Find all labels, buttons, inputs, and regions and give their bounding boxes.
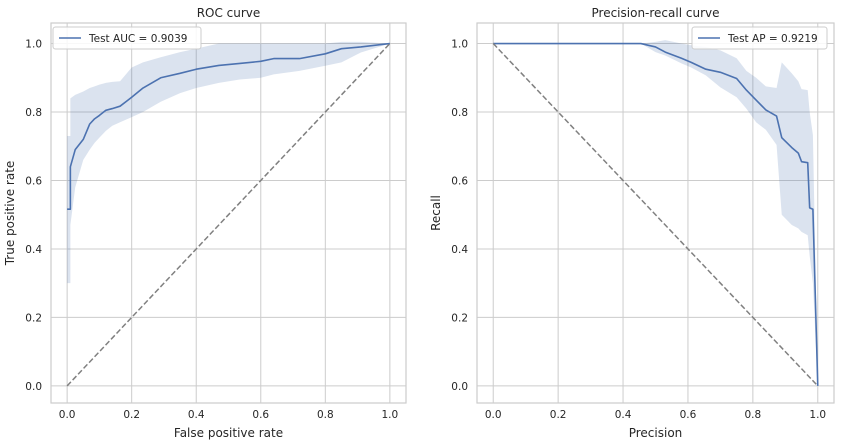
roc-y-tick-label: 0.8	[25, 107, 42, 119]
pr-y-tick-label: 0.4	[451, 244, 468, 256]
pr-curve-line	[493, 42, 819, 386]
roc-x-tick-label: 0.0	[59, 409, 76, 421]
roc-legend-box	[52, 26, 202, 50]
pr-panel: 0.0 0.2 0.4 0.6 0.8 1.0 0.0 0.2 0.4 0.6 0.8 1.0 Pre…	[429, 6, 835, 440]
pr-title: Precision-recall curve	[592, 6, 720, 20]
roc-y-tick-label: 0.0	[25, 381, 42, 393]
pr-confidence-band	[493, 40, 818, 386]
pr-axes-frame	[476, 22, 835, 404]
roc-y-tick-label: 0.4	[25, 244, 42, 256]
roc-y-tick-label: 0.6	[25, 175, 42, 187]
roc-legend-label: Test AUC = 0.9039	[88, 33, 187, 45]
pr-x-tick-label: 0.8	[745, 409, 762, 421]
pr-ticks: 0.0 0.2 0.4 0.6 0.8 1.0 0.0 0.2 0.4 0.6 0.8 1.0	[451, 39, 826, 421]
pr-y-tick-label: 0.0	[451, 381, 468, 393]
pr-chance-line	[492, 43, 819, 387]
pr-x-axis-label: Precision	[629, 426, 683, 440]
roc-title: ROC curve	[197, 6, 261, 20]
roc-y-axis-label: True positive rate	[3, 161, 17, 267]
pr-x-tick-label: 0.4	[615, 409, 632, 421]
roc-x-axis-label: False positive rate	[174, 426, 283, 440]
pr-x-tick-label: 1.0	[809, 409, 826, 421]
pr-y-tick-label: 0.6	[451, 175, 468, 187]
pr-y-tick-label: 0.2	[451, 312, 468, 324]
roc-y-tick-label: 1.0	[25, 39, 42, 51]
roc-x-tick-label: 1.0	[382, 409, 399, 421]
roc-x-tick-label: 0.8	[317, 409, 334, 421]
roc-legend: Test AUC = 0.9039	[52, 26, 202, 50]
pr-legend-label: Test AP = 0.9219	[727, 33, 818, 45]
pr-band-area	[493, 40, 818, 386]
pr-y-tick-label: 0.8	[451, 107, 468, 119]
roc-confidence-band	[67, 41, 390, 284]
roc-y-tick-label: 0.2	[25, 312, 42, 324]
pr-legend: Test AP = 0.9219	[691, 26, 828, 50]
pr-grid	[477, 23, 834, 403]
pr-lines	[492, 42, 819, 387]
roc-x-tick-label: 0.4	[188, 409, 205, 421]
roc-ticks: 0.0 0.2 0.4 0.6 0.8 1.0 0.0 0.2 0.4 0.6 0.8 1.0	[25, 39, 398, 421]
pr-y-axis-label: Recall	[429, 195, 443, 231]
pr-y-tick-label: 1.0	[451, 39, 468, 51]
roc-lines	[66, 42, 391, 387]
roc-band-area	[67, 41, 390, 284]
pr-legend-box	[691, 26, 828, 50]
pr-x-tick-label: 0.6	[680, 409, 697, 421]
pr-x-tick-label: 0.2	[550, 409, 567, 421]
roc-x-tick-label: 0.2	[123, 409, 140, 421]
pr-x-tick-label: 0.0	[485, 409, 502, 421]
roc-panel: 0.0 0.2 0.4 0.6 0.8 1.0 0.0 0.2 0.4 0.6 0.8 1.0 ROC…	[3, 6, 407, 440]
roc-axes-frame	[50, 22, 407, 404]
roc-x-tick-label: 0.6	[252, 409, 269, 421]
roc-chance-line	[66, 43, 391, 387]
roc-curve-line	[67, 42, 390, 211]
